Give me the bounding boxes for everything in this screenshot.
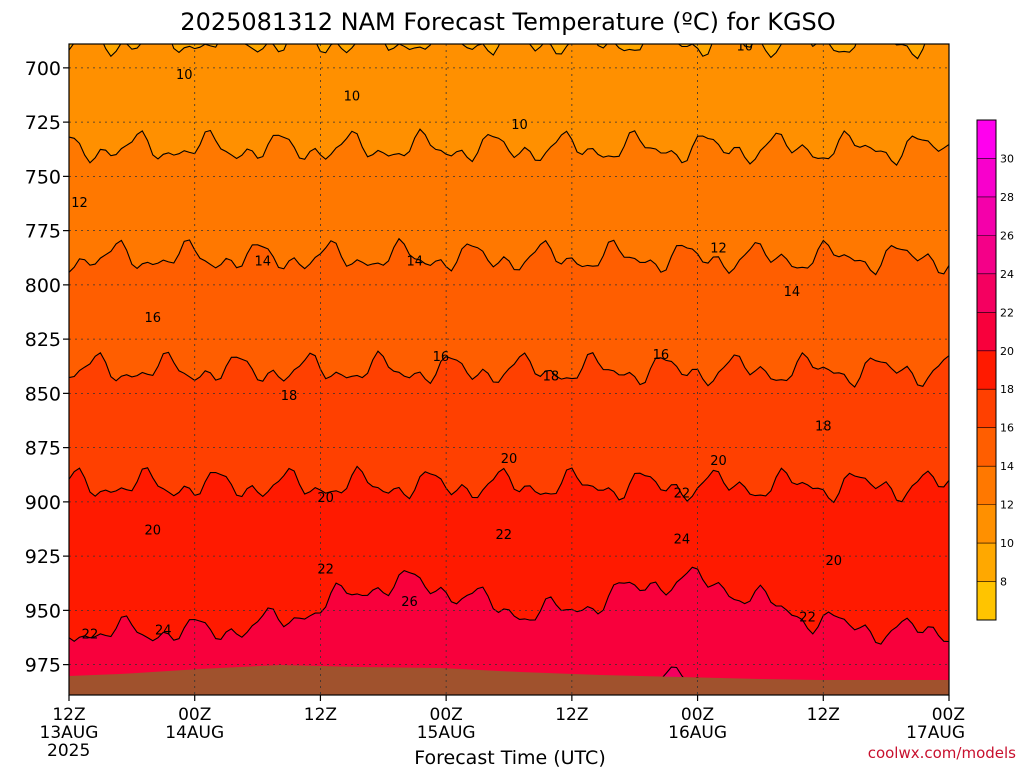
x-tick-label: 12Z [807,705,840,725]
chart-title: 2025081312 NAM Forecast Temperature (ºC)… [180,8,835,36]
colorbar-swatch [977,158,996,198]
isotherm-20 [69,566,949,645]
x-tick-date-label: 16AUG [668,723,727,743]
contour-label: 14 [406,255,423,270]
credit-text: coolwx.com/models [868,744,1016,762]
colorbar-label: 12 [1000,499,1014,512]
colorbar-swatch [977,581,996,621]
y-axis: 700 725 750 775 800 825 850 875 900 925 950 975 [25,58,69,677]
contour-label: 18 [815,419,832,434]
contour-label: 24 [674,532,691,547]
y-tick-label: 800 [25,275,61,297]
colorbar-swatch [977,196,996,236]
colorbar-swatch [977,543,996,583]
colorbar-swatch [977,312,996,352]
isotherm-12 [69,128,949,166]
isotherm-lines [69,44,949,695]
contour-labels: 10 10 10 10 12 12 14 14 14 16 16 16 18 18 18 20 20 20 20 20… [71,40,842,643]
contour-label: 20 [825,554,842,569]
colorbar-label: 18 [1000,383,1014,396]
contour-label: 10 [176,68,193,83]
colorbar-swatch [977,427,996,467]
contour-label: 12 [710,241,727,256]
contour-label: 22 [82,628,99,643]
x-tick-label: 00Z [681,705,714,725]
colorbar-label: 22 [1000,306,1014,319]
contour-label: 16 [145,311,162,326]
x-tick-label: 12Z [52,705,85,725]
y-tick-label: 825 [25,329,61,351]
contour-label: 22 [317,563,334,578]
y-tick-label: 875 [25,438,61,460]
colorbar-swatch [977,120,996,159]
temperature-fill-bands [69,44,949,695]
colorbar-swatch [977,273,996,313]
contour-label: 16 [653,348,670,363]
colorbar: 8 10 12 14 16 18 20 22 24 26 28 30 [976,119,1014,621]
x-tick-label: 12Z [555,705,588,725]
colorbar-swatch [977,466,996,506]
y-tick-label: 725 [25,112,61,134]
y-tick-label: 775 [25,221,61,243]
contour-label: 18 [543,370,560,385]
contour-label: 20 [501,452,518,467]
x-tick-label: 00Z [430,705,463,725]
colorbar-label: 10 [1000,537,1014,550]
colorbar-swatch [977,350,996,390]
colorbar-frame [976,119,997,621]
colorbar-label: 24 [1000,268,1014,281]
x-tick-year-label: 2025 [47,741,90,761]
y-tick-label: 900 [25,492,61,514]
colorbar-swatch [977,235,996,275]
x-tick-date-label: 14AUG [165,723,224,743]
contour-label: 22 [495,528,512,543]
x-tick-date-label: 13AUG [40,723,99,743]
y-tick-label: 850 [25,383,61,405]
grid-lines [69,44,949,695]
colorbar-swatch [977,504,996,544]
colorbar-label: 16 [1000,422,1014,435]
isotherm-16 [69,350,949,388]
isotherm-18 [69,465,949,504]
colorbar-swatch [977,389,996,429]
x-tick-label: 00Z [932,705,965,725]
x-tick-date-label: 17AUG [906,723,965,743]
contour-label: 10 [344,90,361,105]
contour-label: 20 [710,454,727,469]
isotherm-10 [69,44,926,60]
colorbar-label: 26 [1000,229,1014,242]
contour-label: 10 [736,40,753,55]
x-tick-label: 12Z [304,705,337,725]
terrain-surface [69,665,949,695]
contour-label: 14 [255,255,272,270]
contour-label: 18 [281,389,298,404]
x-axis-label: Forecast Time (UTC) [414,747,605,768]
y-tick-label: 950 [25,600,61,622]
colorbar-label: 8 [1000,576,1007,589]
contour-label: 20 [317,491,334,506]
temp-band-20 [69,567,949,695]
y-tick-label: 700 [25,58,61,80]
contour-label: 22 [674,487,691,502]
contour-label: 22 [799,610,816,625]
x-tick-date-label: 15AUG [417,723,476,743]
contour-label: 20 [145,524,162,539]
colorbar-label: 28 [1000,191,1014,204]
colorbar-label: 20 [1000,345,1014,358]
isotherm-14 [69,237,949,276]
contour-label: 10 [511,118,528,133]
contour-label: 14 [784,285,801,300]
colorbar-label: 14 [1000,460,1014,473]
y-tick-label: 750 [25,166,61,188]
contour-label: 12 [71,196,88,211]
y-tick-label: 925 [25,546,61,568]
x-tick-label: 00Z [178,705,211,725]
contour-label: 24 [155,623,172,638]
colorbar-label: 30 [1000,152,1014,165]
contour-label: 26 [401,595,418,610]
y-tick-label: 975 [25,655,61,677]
contour-label: 16 [433,350,450,365]
